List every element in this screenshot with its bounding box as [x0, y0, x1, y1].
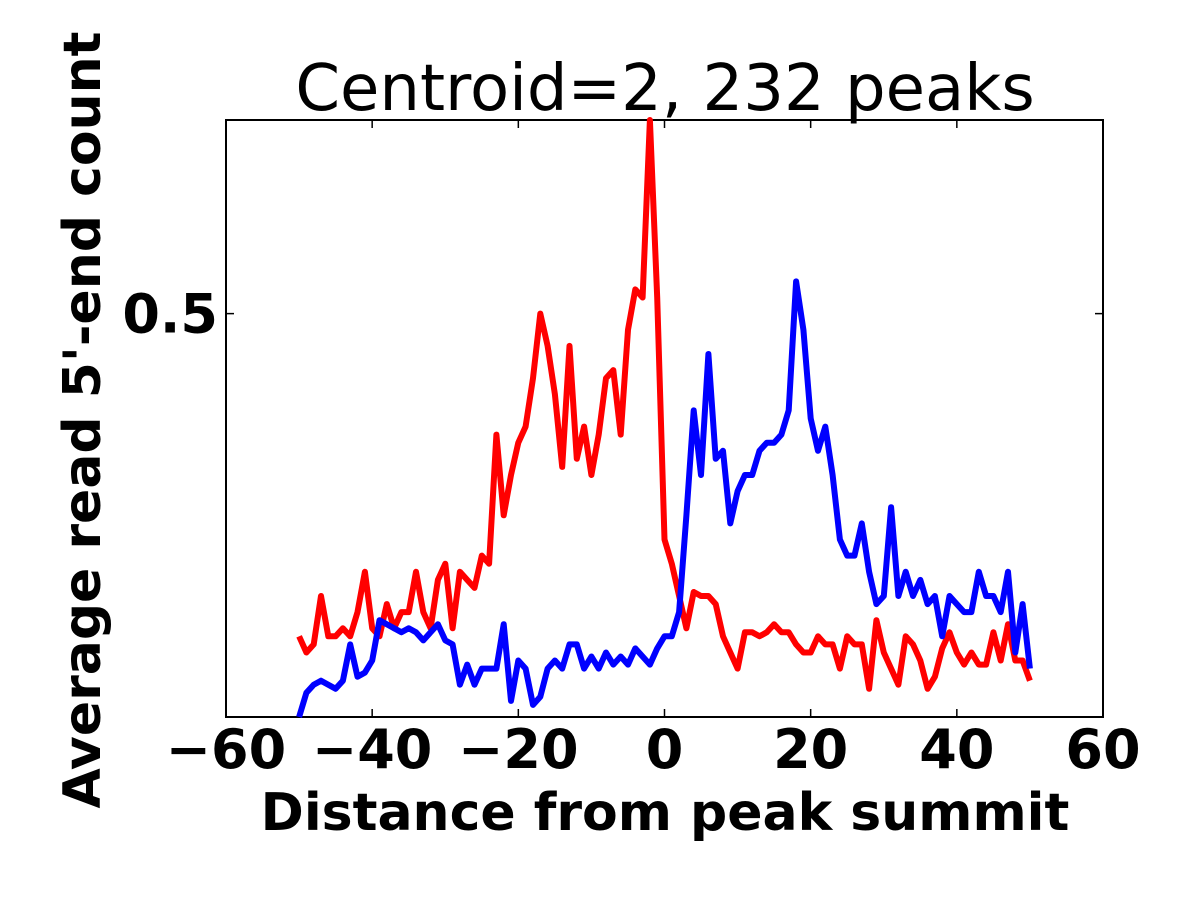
y-axis-label: Average read 5'-end count	[53, 32, 113, 809]
x-axis: −60 −40 −20 0 20 40 60	[166, 120, 1141, 781]
y-axis: 0.5	[122, 283, 1103, 346]
x-tick-label: 60	[1065, 718, 1140, 781]
chart-title: Centroid=2, 232 peaks	[295, 52, 1034, 126]
series-layer	[296, 117, 1033, 718]
series-line-1	[296, 117, 1033, 692]
series-line-2	[296, 278, 1033, 718]
x-axis-label: Distance from peak summit	[261, 783, 1070, 843]
x-tick-label: 40	[919, 718, 994, 781]
plot-frame	[225, 119, 1104, 718]
x-tick-label: 0	[646, 718, 684, 781]
x-tick-label: −40	[312, 718, 432, 781]
y-tick-label: 0.5	[122, 283, 218, 346]
plot-area	[225, 117, 1104, 718]
x-tick-label: −20	[458, 718, 578, 781]
x-tick-label: 20	[773, 718, 848, 781]
x-tick-label: −60	[166, 718, 286, 781]
